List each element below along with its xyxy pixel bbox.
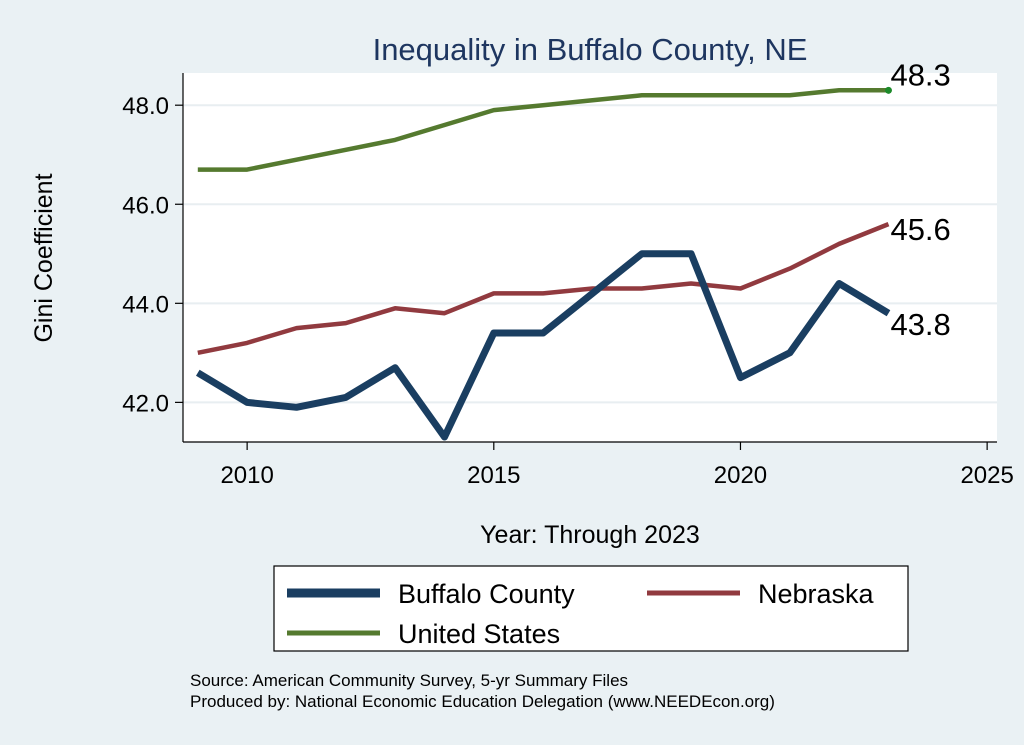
series-line-united-states <box>197 88 889 172</box>
end-labels: 43.8 45.6 48.3 <box>890 57 950 342</box>
end-label-nebraska: 45.6 <box>890 212 950 247</box>
series-end-marker-united-states <box>884 86 892 94</box>
legend-label-buffalo-county: Buffalo County <box>398 579 575 609</box>
y-tick-label: 48.0 <box>122 93 169 120</box>
y-tick-label: 42.0 <box>122 390 169 417</box>
end-label-united-states: 48.3 <box>890 57 950 92</box>
end-label-buffalo-county: 43.8 <box>890 307 950 342</box>
plot-area <box>183 73 997 442</box>
x-axis-title: Year: Through 2023 <box>480 521 700 549</box>
series-lines <box>195 86 892 441</box>
source-line-1: Source: American Community Survey, 5-yr … <box>190 671 628 690</box>
y-tick-label: 46.0 <box>122 192 169 219</box>
legend-label-united-states: United States <box>398 619 560 649</box>
chart-title: Inequality in Buffalo County, NE <box>373 32 808 67</box>
series-line-buffalo-county <box>195 250 891 441</box>
x-tick-label: 2015 <box>467 462 520 489</box>
legend: Buffalo County Nebraska United States <box>287 579 875 649</box>
axis-ticks: 42.0 44.0 46.0 48.0 2010 2015 2020 2025 <box>122 93 1014 489</box>
source-line-2: Produced by: National Economic Education… <box>190 692 775 711</box>
x-tick-label: 2010 <box>220 462 273 489</box>
y-axis-title: Gini Coefficient <box>30 173 58 342</box>
x-tick-label: 2020 <box>714 462 767 489</box>
series-line-nebraska <box>197 222 890 356</box>
gridlines <box>183 104 997 404</box>
y-tick-label: 44.0 <box>122 291 169 318</box>
x-tick-label: 2025 <box>960 462 1013 489</box>
legend-label-nebraska: Nebraska <box>758 579 875 609</box>
legend-box <box>273 565 909 652</box>
